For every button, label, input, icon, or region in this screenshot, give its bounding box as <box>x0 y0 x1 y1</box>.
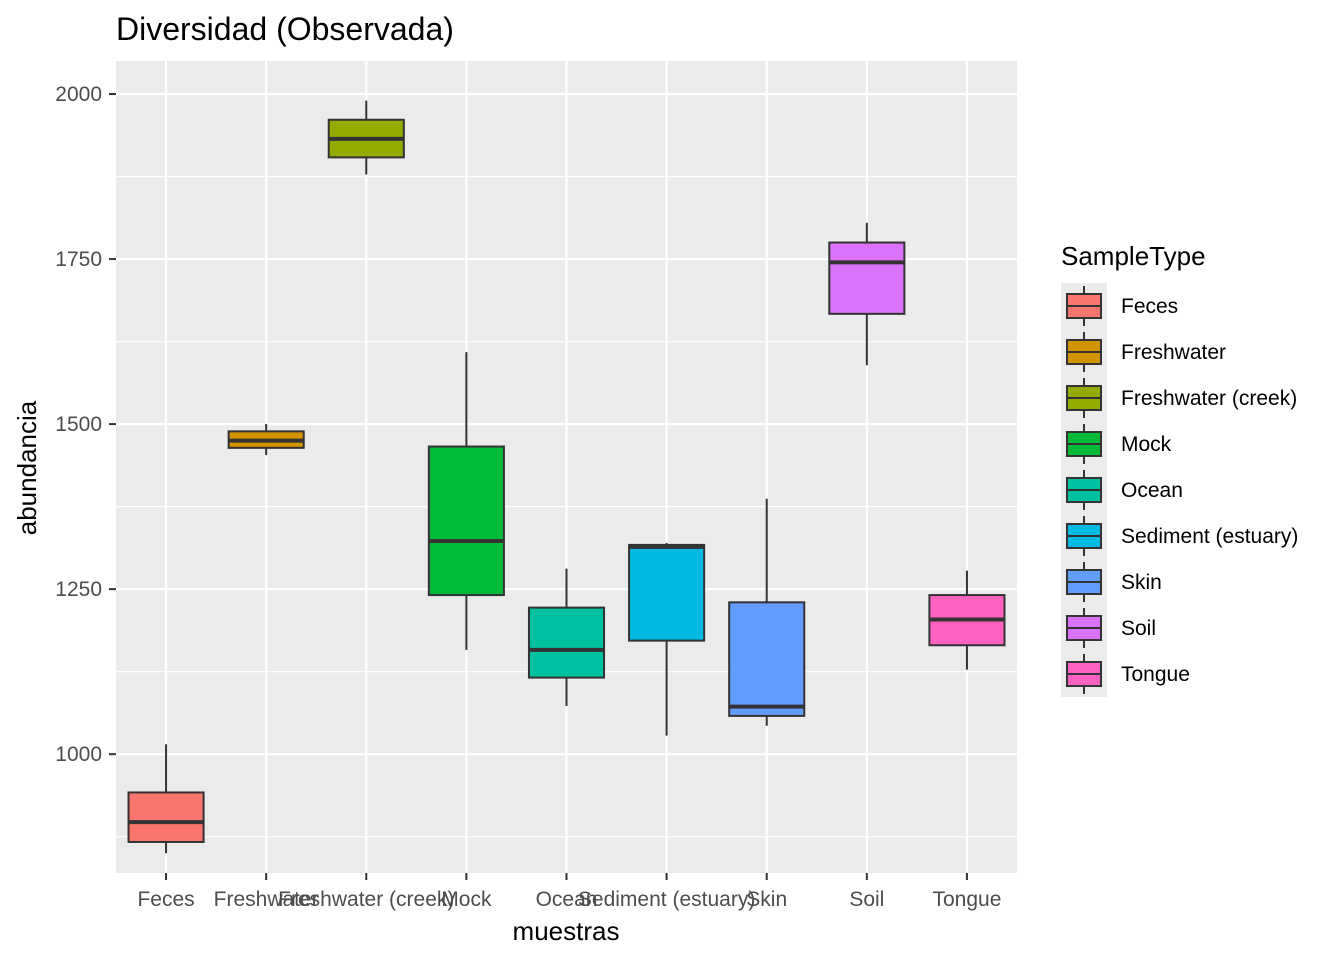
x-tick-label: Freshwater <box>214 888 319 911</box>
box-soil <box>828 222 906 366</box>
x-tick-label: Tongue <box>932 888 1001 911</box>
box-body <box>127 791 205 843</box>
x-tick-label: Mock <box>441 888 492 911</box>
legend-label: Skin <box>1121 571 1162 594</box>
box-body <box>728 601 806 717</box>
x-tick-label: Skin <box>746 888 787 911</box>
box-body <box>628 543 706 642</box>
box-sediment-estuary <box>628 542 706 736</box>
legend-label: Tongue <box>1121 663 1190 686</box>
plot-panel <box>116 61 1017 873</box>
chart-title: Diversidad (Observada) <box>116 11 454 47</box>
legend-item-skin: Skin <box>1066 562 1162 602</box>
legend-label: Ocean <box>1121 479 1183 502</box>
y-tick-label: 1250 <box>55 578 102 601</box>
box-freshwater-creek <box>327 100 405 175</box>
x-tick-label: Soil <box>849 888 884 911</box>
legend-item-freshwater: Freshwater <box>1066 332 1226 372</box>
y-axis: 1000 1250 1500 1750 2000 <box>55 83 116 766</box>
legend-label: Soil <box>1121 617 1156 640</box>
y-axis-title: abundancia <box>12 400 42 535</box>
box-skin <box>728 498 806 726</box>
legend-item-feces: Feces <box>1066 286 1178 326</box>
legend-item-sediment-estuary: Sediment (estuary) <box>1066 516 1298 556</box>
box-body <box>427 445 505 597</box>
x-tick-label: Freshwater (creek) <box>278 888 454 911</box>
y-tick-label: 1000 <box>55 743 102 766</box>
legend-label: Freshwater (creek) <box>1121 387 1297 410</box>
x-tick-label: Ocean <box>536 888 598 911</box>
legend-label: Sediment (estuary) <box>1121 525 1298 548</box>
legend: SampleType Feces Freshwater Freshwater (cr… <box>1061 241 1298 697</box>
x-tick-label: Sediment (estuary) <box>578 888 755 911</box>
x-axis-title: muestras <box>513 916 620 946</box>
legend-item-mock: Mock <box>1066 424 1172 464</box>
box-body <box>527 606 606 679</box>
box-freshwater <box>227 424 305 456</box>
box-mock <box>427 352 505 650</box>
legend-label: Freshwater <box>1121 341 1226 364</box>
y-tick-label: 1500 <box>55 413 102 436</box>
legend-item-freshwater-creek: Freshwater (creek) <box>1066 378 1297 418</box>
box-tongue <box>928 570 1006 670</box>
legend-item-ocean: Ocean <box>1066 470 1183 510</box>
y-tick-label: 2000 <box>55 83 102 106</box>
box-feces <box>127 744 205 854</box>
legend-item-soil: Soil <box>1066 608 1156 648</box>
x-tick-label: Feces <box>137 888 194 911</box>
legend-item-tongue: Tongue <box>1066 654 1190 694</box>
legend-label: Feces <box>1121 295 1178 318</box>
box-ocean <box>527 568 606 706</box>
y-tick-label: 1750 <box>55 248 102 271</box>
box-body <box>828 241 906 315</box>
legend-label: Mock <box>1121 433 1172 456</box>
legend-title: SampleType <box>1061 241 1206 271</box>
